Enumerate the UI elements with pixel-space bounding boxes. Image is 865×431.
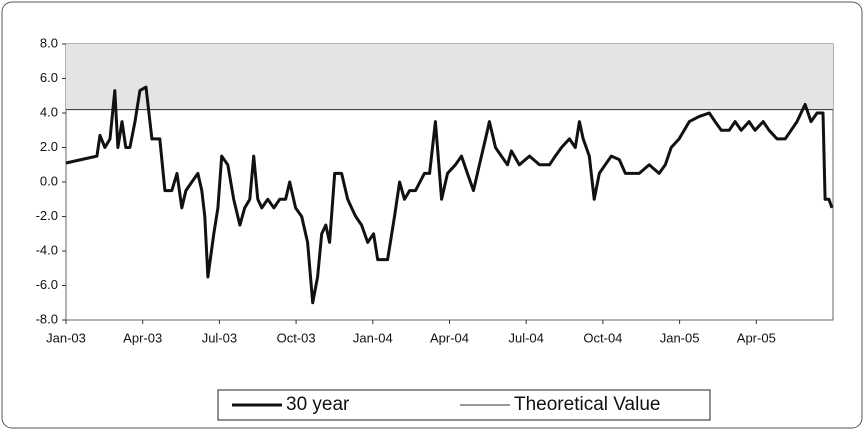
- y-tick-label: -2.0: [36, 208, 58, 223]
- series-line: [65, 85, 834, 305]
- x-tick-label: Jan-04: [353, 330, 393, 345]
- legend-label: Theoretical Value: [514, 394, 660, 415]
- x-tick-label: Jan-05: [660, 330, 700, 345]
- y-tick-label: -4.0: [36, 242, 58, 257]
- y-tick-label: 0.0: [40, 173, 58, 188]
- y-tick-label: -8.0: [36, 311, 58, 326]
- legend-label: 30 year: [286, 394, 350, 415]
- x-tick-label: Jan-03: [46, 330, 86, 345]
- shaded-region: [66, 44, 833, 110]
- y-tick-label: 2.0: [40, 139, 58, 154]
- x-tick-label: Oct-03: [277, 330, 316, 345]
- x-tick-label: Oct-04: [583, 330, 622, 345]
- x-tick-label: Apr-04: [430, 330, 469, 345]
- x-tick-label: Jul-03: [202, 330, 237, 345]
- legend: 30 year Theoretical Value: [217, 389, 711, 421]
- y-tick-label: 8.0: [40, 35, 58, 50]
- x-tick-label: Apr-03: [123, 330, 162, 345]
- x-tick-label: Apr-05: [737, 330, 776, 345]
- y-tick-label: -6.0: [36, 277, 58, 292]
- y-tick-label: 6.0: [40, 70, 58, 85]
- y-tick-label: 4.0: [40, 104, 58, 119]
- x-tick-label: Jul-04: [508, 330, 543, 345]
